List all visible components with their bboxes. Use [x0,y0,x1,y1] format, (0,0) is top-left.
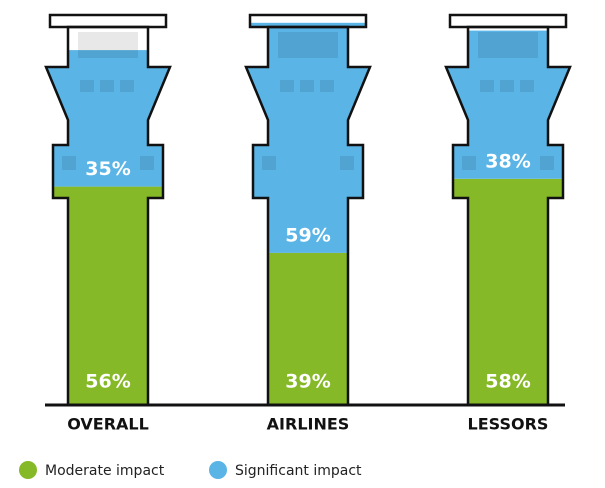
window [140,156,154,170]
window [100,80,114,92]
window [462,156,476,170]
value-label: 38% [485,150,530,172]
window [278,32,338,58]
tower [46,15,170,405]
window [80,80,94,92]
window [300,80,314,92]
window [480,80,494,92]
value-label: 56% [85,371,130,393]
legend-label: Significant impact [235,463,362,479]
x-tick-label: AIRLINES [267,415,350,434]
tower [446,15,570,405]
tower-cap [448,13,568,29]
window [78,32,138,58]
window [540,156,554,170]
tower [246,15,370,405]
window [262,156,276,170]
x-tick-label: OVERALL [67,415,149,434]
legend-swatch [209,461,227,479]
value-label: 39% [285,371,330,393]
window [120,80,134,92]
window [280,80,294,92]
window [478,32,538,58]
window [62,156,76,170]
value-label: 35% [85,158,130,180]
value-label: 58% [485,371,530,393]
legend-swatch [19,461,37,479]
x-tick-label: LESSORS [468,415,549,434]
tower-cap [48,13,168,29]
window [340,156,354,170]
window [500,80,514,92]
window [520,80,534,92]
tower-cap [248,13,368,29]
window [320,80,334,92]
value-label: 59% [285,224,330,246]
legend-label: Moderate impact [45,463,165,479]
